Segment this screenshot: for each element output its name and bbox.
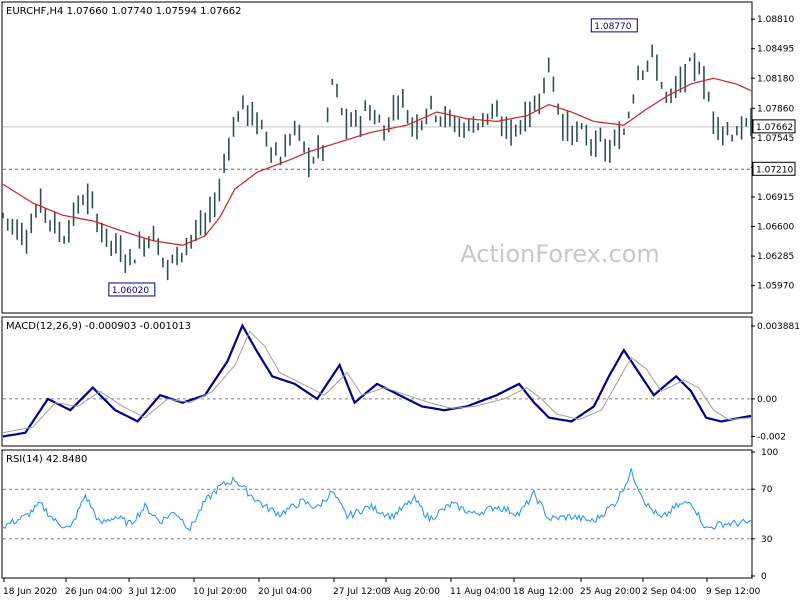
- x-tick-label: 20 Jul 04:00: [258, 587, 312, 597]
- annotation-box: [590, 18, 638, 33]
- rsi-line: [2, 468, 752, 532]
- moving-average-group: [2, 77, 752, 246]
- price-annotations: 1.06020 1.08770: [108, 18, 638, 297]
- x-tick-label: 26 Jun 04:00: [65, 587, 122, 597]
- x-tick-label: 9 Sep 12:00: [706, 587, 761, 597]
- price-level-label: 1.07210: [756, 165, 793, 175]
- moving-average-line: [2, 77, 752, 246]
- price-tick-label: 1.08180: [757, 74, 794, 84]
- price-level-box: [752, 119, 796, 134]
- watermark: ActionForex.com: [460, 240, 660, 268]
- x-tick-label: 18 Jun 2020: [3, 587, 57, 597]
- price-tick-label: 1.08810: [757, 15, 794, 25]
- macd-tick-label: -0.002: [757, 432, 786, 442]
- x-tick-label: 3 Aug 20:00: [385, 587, 440, 597]
- price-tick-label: 1.06285: [757, 252, 794, 262]
- price-level-box: [752, 161, 796, 176]
- price-tick-label: 1.06915: [757, 193, 794, 203]
- annotation-box: [108, 282, 156, 297]
- macd-panel-frame: [1, 316, 753, 447]
- price-panel-title: EURCHF,H4 1.07660 1.07740 1.07594 1.0766…: [6, 6, 242, 17]
- macd-panel-title: MACD(12,26,9) -0.000903 -0.001013: [6, 321, 191, 332]
- rsi-panel-title: RSI(14) 42.8480: [6, 454, 87, 465]
- price-tick-label: 1.06600: [757, 223, 794, 233]
- rsi-reference-lines: [3, 488, 751, 540]
- macd-series-group: [2, 323, 752, 438]
- macd-tick-label: 0.003881: [757, 322, 800, 332]
- price-tick-label: 1.07545: [757, 134, 794, 144]
- x-tick-label: 11 Aug 04:00: [450, 587, 511, 597]
- rsi-tick-label: 0: [761, 572, 767, 582]
- macd-tick-label: 0.00: [757, 395, 777, 405]
- x-tick-label: 18 Aug 12:00: [513, 587, 574, 597]
- price-tick-label: 1.05970: [757, 282, 794, 292]
- rsi-panel-frame: [1, 449, 753, 579]
- price-reference-lines: 1.07662 1.07210: [3, 119, 796, 176]
- annotation-label: 1.06020: [112, 286, 149, 296]
- x-tick-label: 3 Jul 12:00: [128, 587, 177, 597]
- rsi-tick-label: 70: [761, 485, 773, 495]
- x-tick-label: 10 Jul 20:00: [193, 587, 247, 597]
- rsi-series-group: [2, 468, 752, 532]
- annotation-label: 1.08770: [594, 22, 631, 32]
- price-tick-label: 1.07860: [757, 104, 794, 114]
- x-tick-label: 27 Jul 12:00: [333, 587, 387, 597]
- macd-line: [2, 323, 752, 438]
- price-tick-label: 1.08495: [757, 45, 794, 55]
- rsi-tick-label: 30: [761, 535, 773, 545]
- x-tick-label: 25 Aug 20:00: [580, 587, 641, 597]
- rsi-tick-label: 100: [761, 448, 778, 458]
- price-level-label: 1.07662: [756, 123, 793, 133]
- macd-axis-ticks: 0.003881 0.00 -0.002: [751, 322, 800, 442]
- signal-line: [2, 330, 752, 434]
- price-panel-frame: [1, 1, 753, 314]
- x-tick-label: 2 Sep 04:00: [642, 587, 697, 597]
- x-axis-ticks: 18 Jun 2020 26 Jun 04:00 3 Jul 12:00 10 Jul…: [3, 578, 761, 597]
- rsi-axis-ticks: 100 70 30 0: [751, 448, 778, 582]
